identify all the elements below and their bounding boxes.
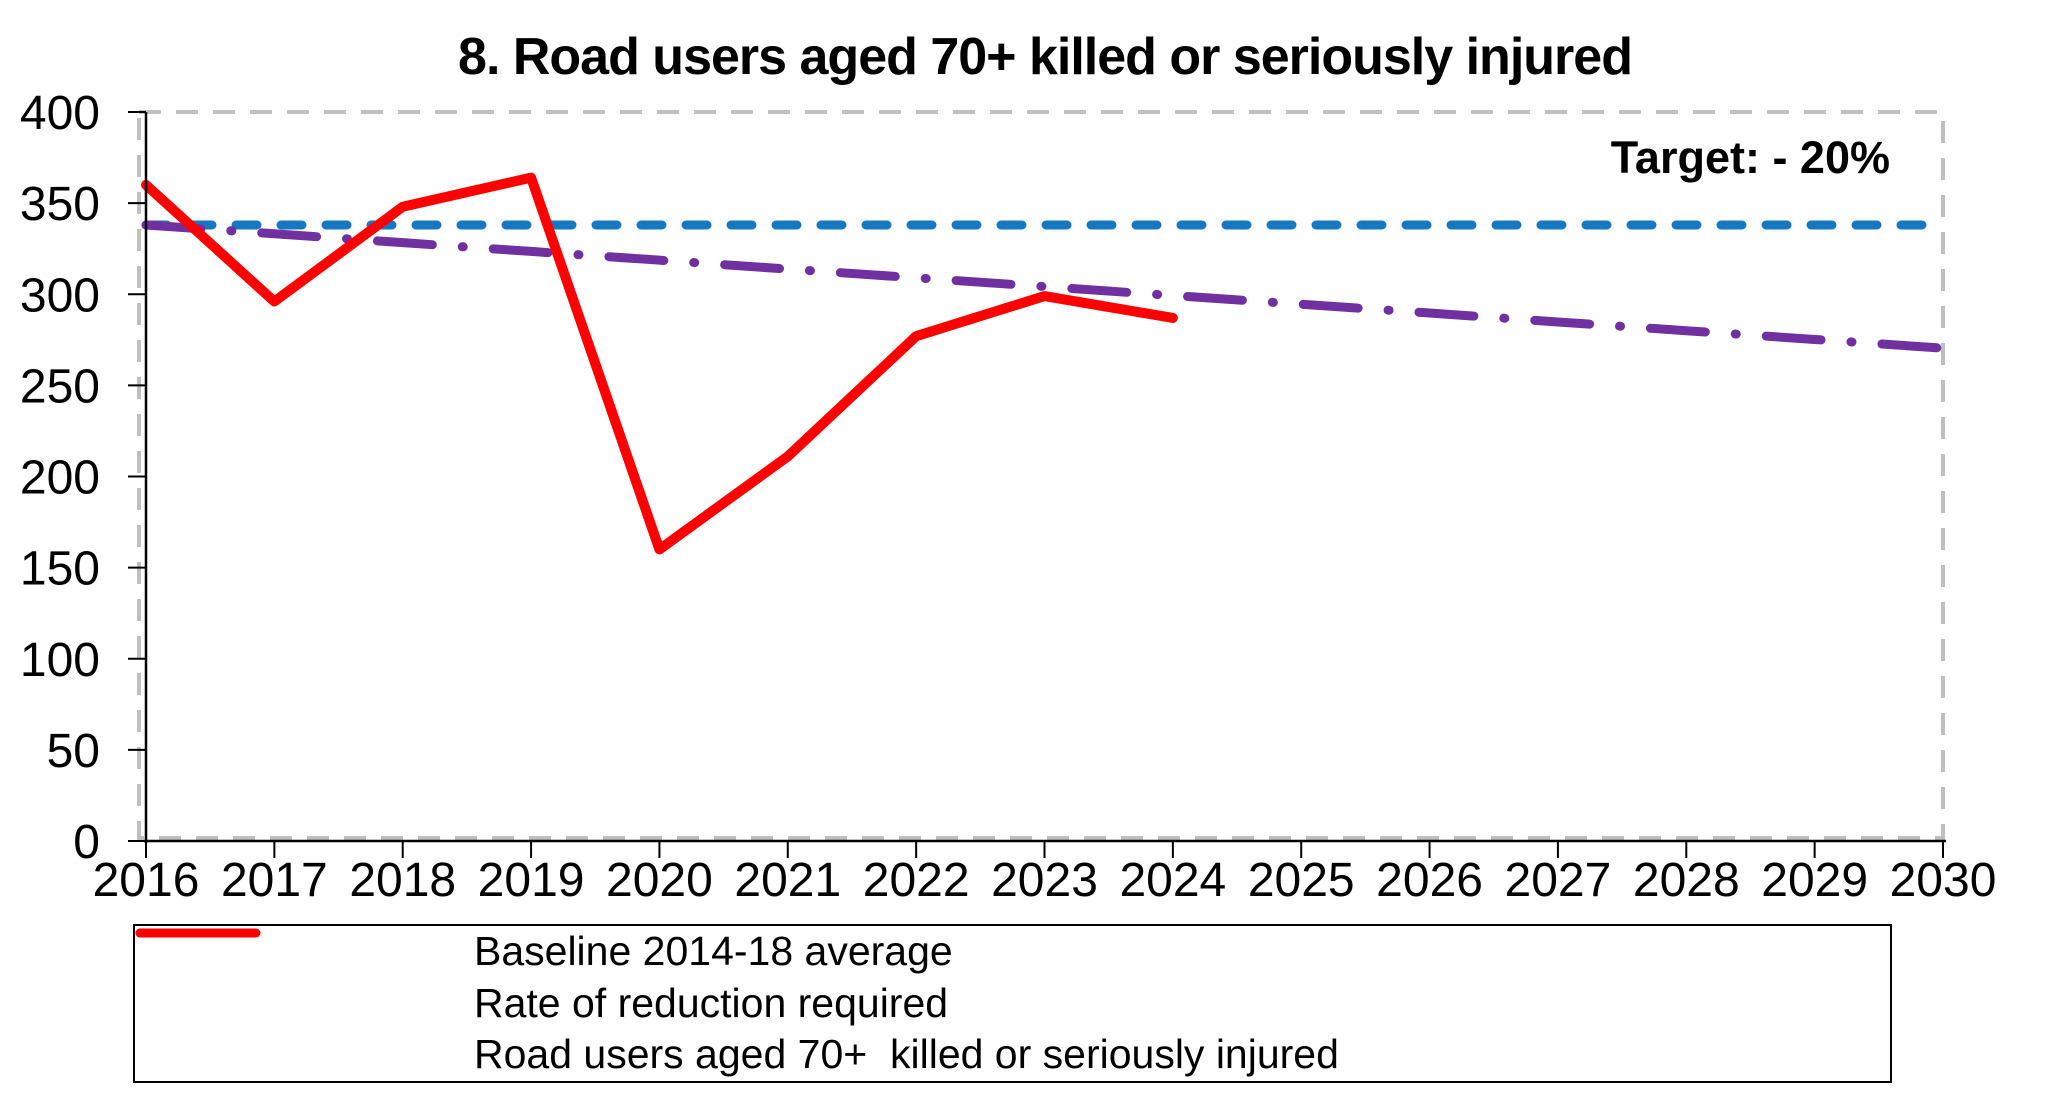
x-tick-label: 2026 (1376, 854, 1483, 907)
legend-label: Baseline 2014-18 average (474, 928, 953, 975)
chart-legend: Baseline 2014-18 average Rate of reductio… (133, 924, 1892, 1083)
series-line-2 (141, 172, 1178, 555)
series-lines (141, 172, 1948, 555)
y-tick-label: 0 (73, 816, 100, 869)
x-tick-label: 2024 (1119, 854, 1226, 907)
x-tick-label: 2019 (478, 854, 585, 907)
x-tick-label: 2021 (734, 854, 841, 907)
legend-item: Baseline 2014-18 average (135, 926, 1890, 978)
y-tick-label: 200 (20, 452, 100, 505)
x-tick-label: 2023 (991, 854, 1098, 907)
x-tick-label: 2030 (1890, 854, 1997, 907)
legend-item: Road users aged 70+ killed or seriously … (135, 928, 1890, 1081)
y-tick-label: 50 (47, 725, 100, 778)
y-tick-label: 250 (20, 360, 100, 413)
x-tick-label: 2016 (93, 854, 200, 907)
legend-rows: Baseline 2014-18 average Rate of reductio… (135, 926, 1890, 1081)
y-tick-label: 150 (20, 543, 100, 596)
x-tick-label: 2025 (1248, 854, 1355, 907)
x-tick-label: 2028 (1633, 854, 1740, 907)
y-tick-label: 300 (20, 269, 100, 322)
y-tick-label: 350 (20, 178, 100, 231)
axes: 0 50 100 150 200 250 300 350 400 2016 2017 2018 2019… (20, 87, 1996, 907)
x-tick-label: 2022 (863, 854, 970, 907)
chart-title: 8. Road users aged 70+ killed or serious… (458, 28, 1632, 86)
x-tick-label: 2018 (349, 854, 456, 907)
x-tick-label: 2029 (1761, 854, 1868, 907)
legend-label: Rate of reduction required (474, 979, 949, 1026)
x-tick-label: 2027 (1505, 854, 1612, 907)
legend-swatch-solid-line (135, 928, 261, 938)
plot-frame (137, 110, 1945, 840)
legend-item: Rate of reduction required (135, 928, 1890, 1030)
series-line-1 (141, 220, 1948, 353)
y-tick-label: 100 (20, 634, 100, 687)
y-tick-label: 400 (20, 87, 100, 140)
x-tick-label: 2020 (606, 854, 713, 907)
plot-border (137, 110, 1945, 840)
legend-label: Road users aged 70+ killed or seriously … (474, 1031, 1339, 1078)
x-tick-label: 2017 (221, 854, 328, 907)
target-annotation: Target: - 20% (1611, 132, 1890, 183)
